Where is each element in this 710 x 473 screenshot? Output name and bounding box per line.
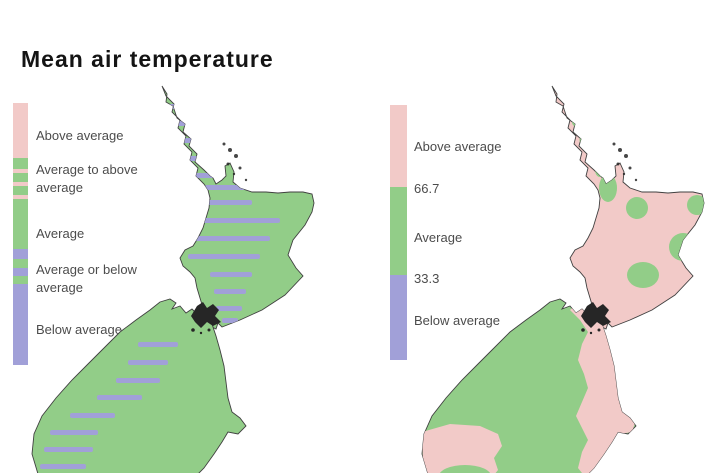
legend-label-average: Average xyxy=(36,226,85,241)
legend-swatch-below xyxy=(390,275,407,360)
legend-label-average-to-above: Average to above average xyxy=(36,162,138,195)
legend-threshold-667: 66.7 xyxy=(414,181,440,196)
legend-label-average: Average xyxy=(414,230,463,245)
figure-title: Mean air temperature xyxy=(21,46,274,72)
legend-swatch-below xyxy=(13,292,28,365)
legend-label-below: Below average xyxy=(36,322,122,337)
map-new-zealand-zones xyxy=(421,85,705,473)
legend-swatch-above xyxy=(390,105,407,187)
legend-label-above: Above average xyxy=(36,128,124,143)
left-legend-bar xyxy=(13,103,28,365)
legend-swatch-average xyxy=(13,199,28,249)
legend-swatch-average xyxy=(390,187,407,275)
hatch-stripes-south-island xyxy=(40,342,178,469)
below-average-zone-east-coast xyxy=(694,252,704,286)
legend-swatch-above xyxy=(13,103,28,158)
legend-label-average-or-below: Average or below average xyxy=(36,262,137,295)
right-legend-bar xyxy=(390,105,407,360)
legend-threshold-333: 33.3 xyxy=(414,271,440,286)
legend-label-below: Below average xyxy=(414,313,500,328)
legend-label-above: Above average xyxy=(414,139,502,154)
map-new-zealand-hatched xyxy=(31,85,315,473)
